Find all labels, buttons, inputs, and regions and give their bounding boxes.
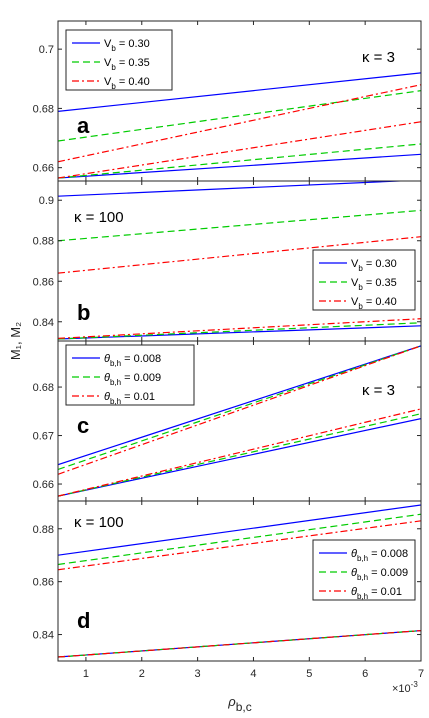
- series-line-1: [58, 345, 421, 466]
- y-tick-label: 0.84: [33, 630, 54, 642]
- y-tick-label: 0.88: [33, 524, 54, 536]
- x-tick-label: 1: [83, 668, 89, 680]
- panel-letter: c: [77, 413, 89, 438]
- panel-letter: a: [77, 113, 90, 138]
- panel-letter: b: [77, 300, 90, 325]
- series-line-3: [58, 345, 421, 471]
- x-tick-label: 5: [306, 668, 312, 680]
- series-lines: [58, 72, 421, 179]
- kappa-annotation: κ = 100: [74, 514, 124, 531]
- series-line-1: [58, 181, 412, 197]
- series-lines: [58, 504, 421, 658]
- y-tick-label: 0.86: [33, 577, 54, 589]
- legend: θb,h = 0.008 θb,h = 0.009 θb,h = 0.01: [312, 539, 416, 601]
- series-line-5: [58, 345, 421, 475]
- legend-label: Vb = 0.30: [351, 258, 397, 273]
- y-axis-label: M₁, M₂: [8, 322, 23, 360]
- legend-label: θb,h = 0.009: [351, 567, 408, 582]
- series-line-5: [58, 84, 421, 163]
- y-tick-label: 0.7: [39, 44, 54, 56]
- legend: θb,h = 0.008 θb,h = 0.009 θb,h = 0.01: [65, 344, 195, 406]
- x-exponent: ×10-3: [392, 680, 418, 695]
- x-tick-label: 6: [362, 668, 368, 680]
- series-line-6: [58, 408, 421, 497]
- x-axis-label: ρb,c: [227, 694, 251, 714]
- y-tick-label: 0.68: [33, 382, 54, 394]
- y-tick-label: 0.84: [33, 317, 54, 329]
- x-tick-label: 2: [139, 668, 145, 680]
- x-tick-label: 7: [418, 668, 424, 680]
- kappa-annotation: κ = 100: [74, 209, 124, 226]
- series-line-6: [58, 121, 421, 179]
- x-tick-label: 4: [250, 668, 256, 680]
- legend-box: [312, 539, 416, 601]
- series-line-2: [58, 417, 421, 497]
- series-line-3: [58, 513, 421, 566]
- series-line-2: [58, 153, 421, 179]
- kappa-annotation: κ = 3: [362, 49, 395, 66]
- series-line-5: [58, 520, 421, 571]
- kappa-annotation: κ = 3: [362, 382, 395, 399]
- legend-label: Vb = 0.35: [351, 277, 397, 292]
- series-line-4: [58, 322, 421, 340]
- y-tick-label: 0.67: [33, 431, 54, 443]
- legend-label: θb,h = 0.009: [104, 372, 161, 387]
- series-line-6: [58, 629, 421, 658]
- legend-label: θb,h = 0.008: [104, 353, 161, 368]
- y-tick-label: 0.68: [33, 103, 54, 115]
- legend: Vb = 0.30 Vb = 0.35 Vb = 0.40: [65, 29, 173, 91]
- series-line-3: [58, 90, 421, 142]
- series-line-4: [58, 143, 421, 179]
- legend-label: Vb = 0.30: [104, 38, 150, 53]
- legend-label: Vb = 0.40: [104, 76, 150, 91]
- y-tick-label: 0.9: [39, 195, 54, 207]
- panel-letter: d: [77, 608, 90, 633]
- y-tick-label: 0.66: [33, 479, 54, 491]
- legend-label: θb,h = 0.008: [351, 548, 408, 563]
- legend-label: θb,h = 0.01: [351, 586, 402, 601]
- y-tick-label: 0.88: [33, 236, 54, 248]
- series-line-2: [58, 325, 421, 340]
- series-line-3: [58, 209, 421, 242]
- series-line-6: [58, 318, 421, 339]
- legend-box: [65, 344, 195, 406]
- legend-box: [65, 29, 173, 91]
- legend-label: Vb = 0.35: [104, 57, 150, 72]
- legend-label: θb,h = 0.01: [104, 391, 155, 406]
- y-tick-label: 0.66: [33, 163, 54, 175]
- series-line-1: [58, 504, 421, 556]
- legend-label: Vb = 0.40: [351, 296, 397, 311]
- series-lines: [58, 181, 421, 340]
- series-line-5: [58, 236, 421, 274]
- legend: Vb = 0.30 Vb = 0.35 Vb = 0.40: [312, 249, 416, 311]
- y-tick-label: 0.86: [33, 276, 54, 288]
- legend-box: [312, 249, 416, 311]
- series-line-1: [58, 72, 421, 112]
- series-line-4: [58, 413, 421, 497]
- x-tick-label: 3: [195, 668, 201, 680]
- axes-frame: [57, 500, 422, 662]
- series-lines: [58, 345, 421, 497]
